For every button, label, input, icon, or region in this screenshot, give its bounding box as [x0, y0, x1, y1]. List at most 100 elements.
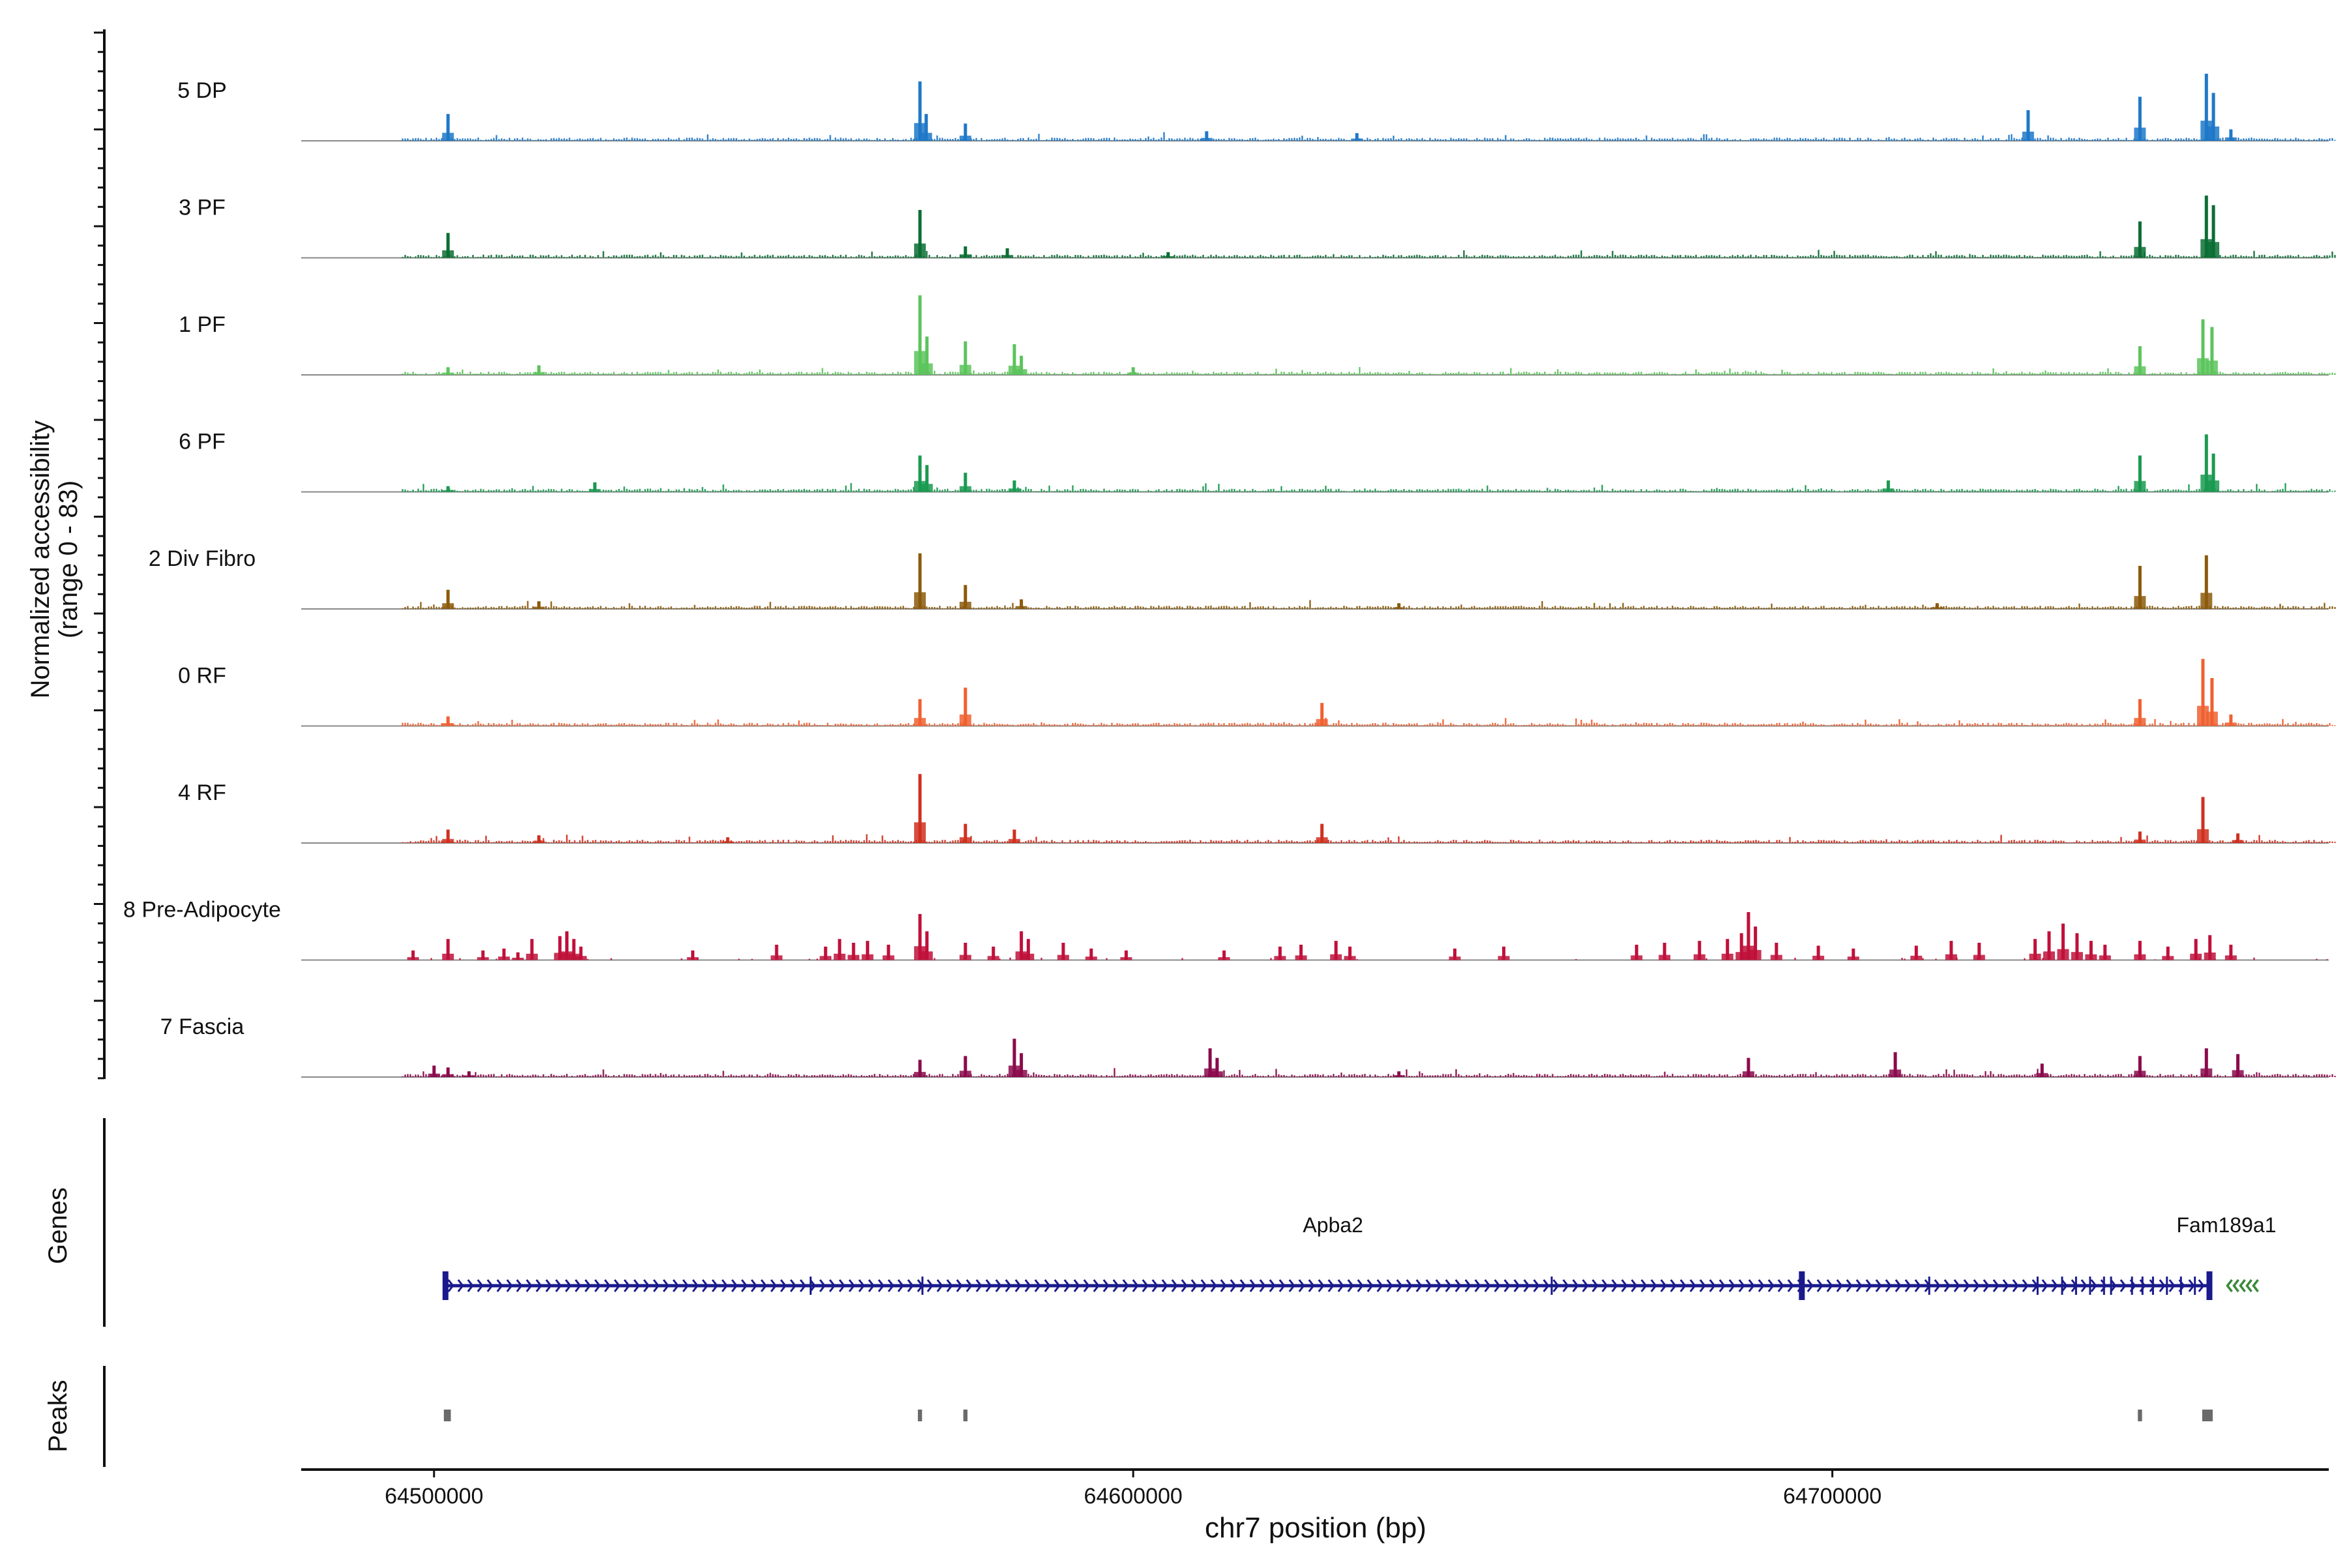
gene-exon	[2141, 1277, 2144, 1295]
coverage-peak	[726, 837, 730, 843]
gene-label: Apba2	[1303, 1213, 1363, 1237]
coverage-peak	[2138, 699, 2142, 726]
coverage-noise	[402, 132, 2336, 141]
track-0-rf: 0 RF	[178, 658, 2336, 727]
coverage-peak	[1397, 603, 1401, 609]
track-label: 3 PF	[179, 196, 226, 220]
coverage-peak-shoulder	[2206, 711, 2218, 726]
gene-exon	[2166, 1277, 2168, 1295]
coverage-peak-shoulder	[1910, 955, 1923, 960]
track-5-dp: 5 DP	[177, 74, 2336, 141]
coverage-peak-shoulder	[1085, 956, 1097, 960]
gene-exon	[2206, 1271, 2213, 1300]
coverage-peak	[446, 939, 450, 960]
coverage-peak-shoulder	[2134, 366, 2146, 375]
coverage-peak-shoulder	[2071, 952, 2083, 960]
coverage-peak	[537, 601, 541, 609]
coverage-peak-shoulder	[1659, 954, 1671, 960]
coverage-peak-shoulder	[2200, 1068, 2213, 1077]
coverage-peak-shoulder	[1057, 954, 1069, 960]
coverage-peak	[1816, 945, 1820, 960]
coverage-peak	[918, 455, 922, 492]
peak-region	[917, 1410, 923, 1421]
coverage-peak	[558, 936, 562, 960]
coverage-peak	[2204, 555, 2208, 609]
coverage-noise	[402, 717, 2336, 726]
gene-exon	[2179, 1277, 2182, 1295]
coverage-peak	[1747, 912, 1750, 960]
coverage-peak	[579, 946, 583, 960]
coverage-peak-shoulder	[921, 951, 933, 960]
coverage-peak-shoulder	[2099, 955, 2111, 960]
coverage-peak	[2194, 939, 2198, 960]
coverage-peak	[2211, 453, 2215, 492]
coverage-peak-shoulder	[1770, 954, 1782, 960]
coverage-peak	[446, 233, 450, 258]
coverage-peak	[2040, 1063, 2044, 1077]
coverage-peak	[1977, 943, 1981, 960]
coverage-peak	[446, 829, 450, 843]
coverage-peak-shoulder	[2206, 361, 2218, 375]
x-tick-label: 64700000	[1783, 1484, 1882, 1509]
coverage-peak	[992, 946, 996, 960]
coverage-peak-shoulder	[428, 1073, 440, 1077]
coverage-peak-shoulder	[1022, 953, 1035, 960]
track-label: 0 RF	[178, 664, 226, 688]
coverage-peak	[2138, 96, 2142, 141]
coverage-peak	[775, 945, 778, 960]
track-label: 6 PF	[179, 430, 226, 454]
coverage-peak	[691, 950, 695, 960]
coverage-peak-shoulder	[442, 723, 454, 726]
track-label: 8 Pre-Adipocyte	[123, 898, 281, 923]
coverage-peak	[446, 486, 450, 492]
coverage-peak	[1320, 703, 1324, 726]
coverage-peak-shoulder	[1015, 1070, 1027, 1077]
coverage-peak-shoulder	[498, 956, 510, 960]
coverage-peak-shoulder	[2134, 481, 2146, 492]
coverage-peak	[2138, 221, 2142, 258]
coverage-peak-shoulder	[2057, 949, 2069, 960]
coverage-peak	[1020, 599, 1024, 609]
coverage-peak-shoulder	[2134, 246, 2146, 258]
coverage-peak	[2204, 1048, 2208, 1077]
coverage-peak	[925, 336, 929, 375]
coverage-peak	[918, 774, 922, 843]
coverage-peak-shoulder	[442, 953, 454, 960]
coverage-peak-shoulder	[2022, 131, 2034, 141]
coverage-peak	[446, 113, 450, 141]
coverage-peak	[1949, 941, 1953, 960]
genes-panel-label: Genes	[44, 1187, 72, 1264]
coverage-peak	[1747, 1058, 1750, 1077]
y-axis-range: (range 0 - 83)	[54, 481, 83, 638]
coverage-peak-shoulder	[722, 841, 734, 843]
coverage-peak	[964, 943, 967, 960]
coverage-peak-shoulder	[2036, 1072, 2048, 1077]
coverage-peak-shoulder	[1351, 138, 1363, 141]
coverage-peak	[2047, 931, 2051, 960]
coverage-peak	[467, 1071, 471, 1077]
coverage-peak	[2061, 923, 2065, 960]
coverage-peak-shoulder	[2134, 127, 2146, 141]
coverage-peak-shoulder	[1742, 1071, 1754, 1077]
coverage-peak	[2236, 833, 2240, 843]
coverage-peak-shoulder	[1847, 956, 1859, 960]
coverage-peak	[925, 931, 929, 960]
coverage-peak-shoulder	[1882, 488, 1895, 492]
coverage-peak	[964, 1056, 967, 1077]
coverage-peak	[1222, 950, 1226, 960]
coverage-peak-shoulder	[1015, 606, 1027, 609]
y-axis-title: Normalized accessibility	[26, 421, 55, 699]
coverage-peak	[851, 943, 855, 960]
coverage-peak	[964, 823, 967, 843]
coverage-noise	[402, 600, 2336, 609]
coverage-peak	[918, 210, 922, 258]
coverage-peak	[1886, 480, 1890, 492]
coverage-peak-shoulder	[1812, 955, 1825, 960]
track-2-div-fibro: 2 Div Fibro	[149, 546, 2336, 610]
coverage-peak	[1131, 367, 1135, 375]
coverage-peak-shoulder	[959, 254, 971, 258]
coverage-peak-shoulder	[2207, 242, 2220, 258]
coverage-peak-shoulder	[920, 132, 932, 141]
gene-strand-arrows	[2226, 1279, 2259, 1293]
